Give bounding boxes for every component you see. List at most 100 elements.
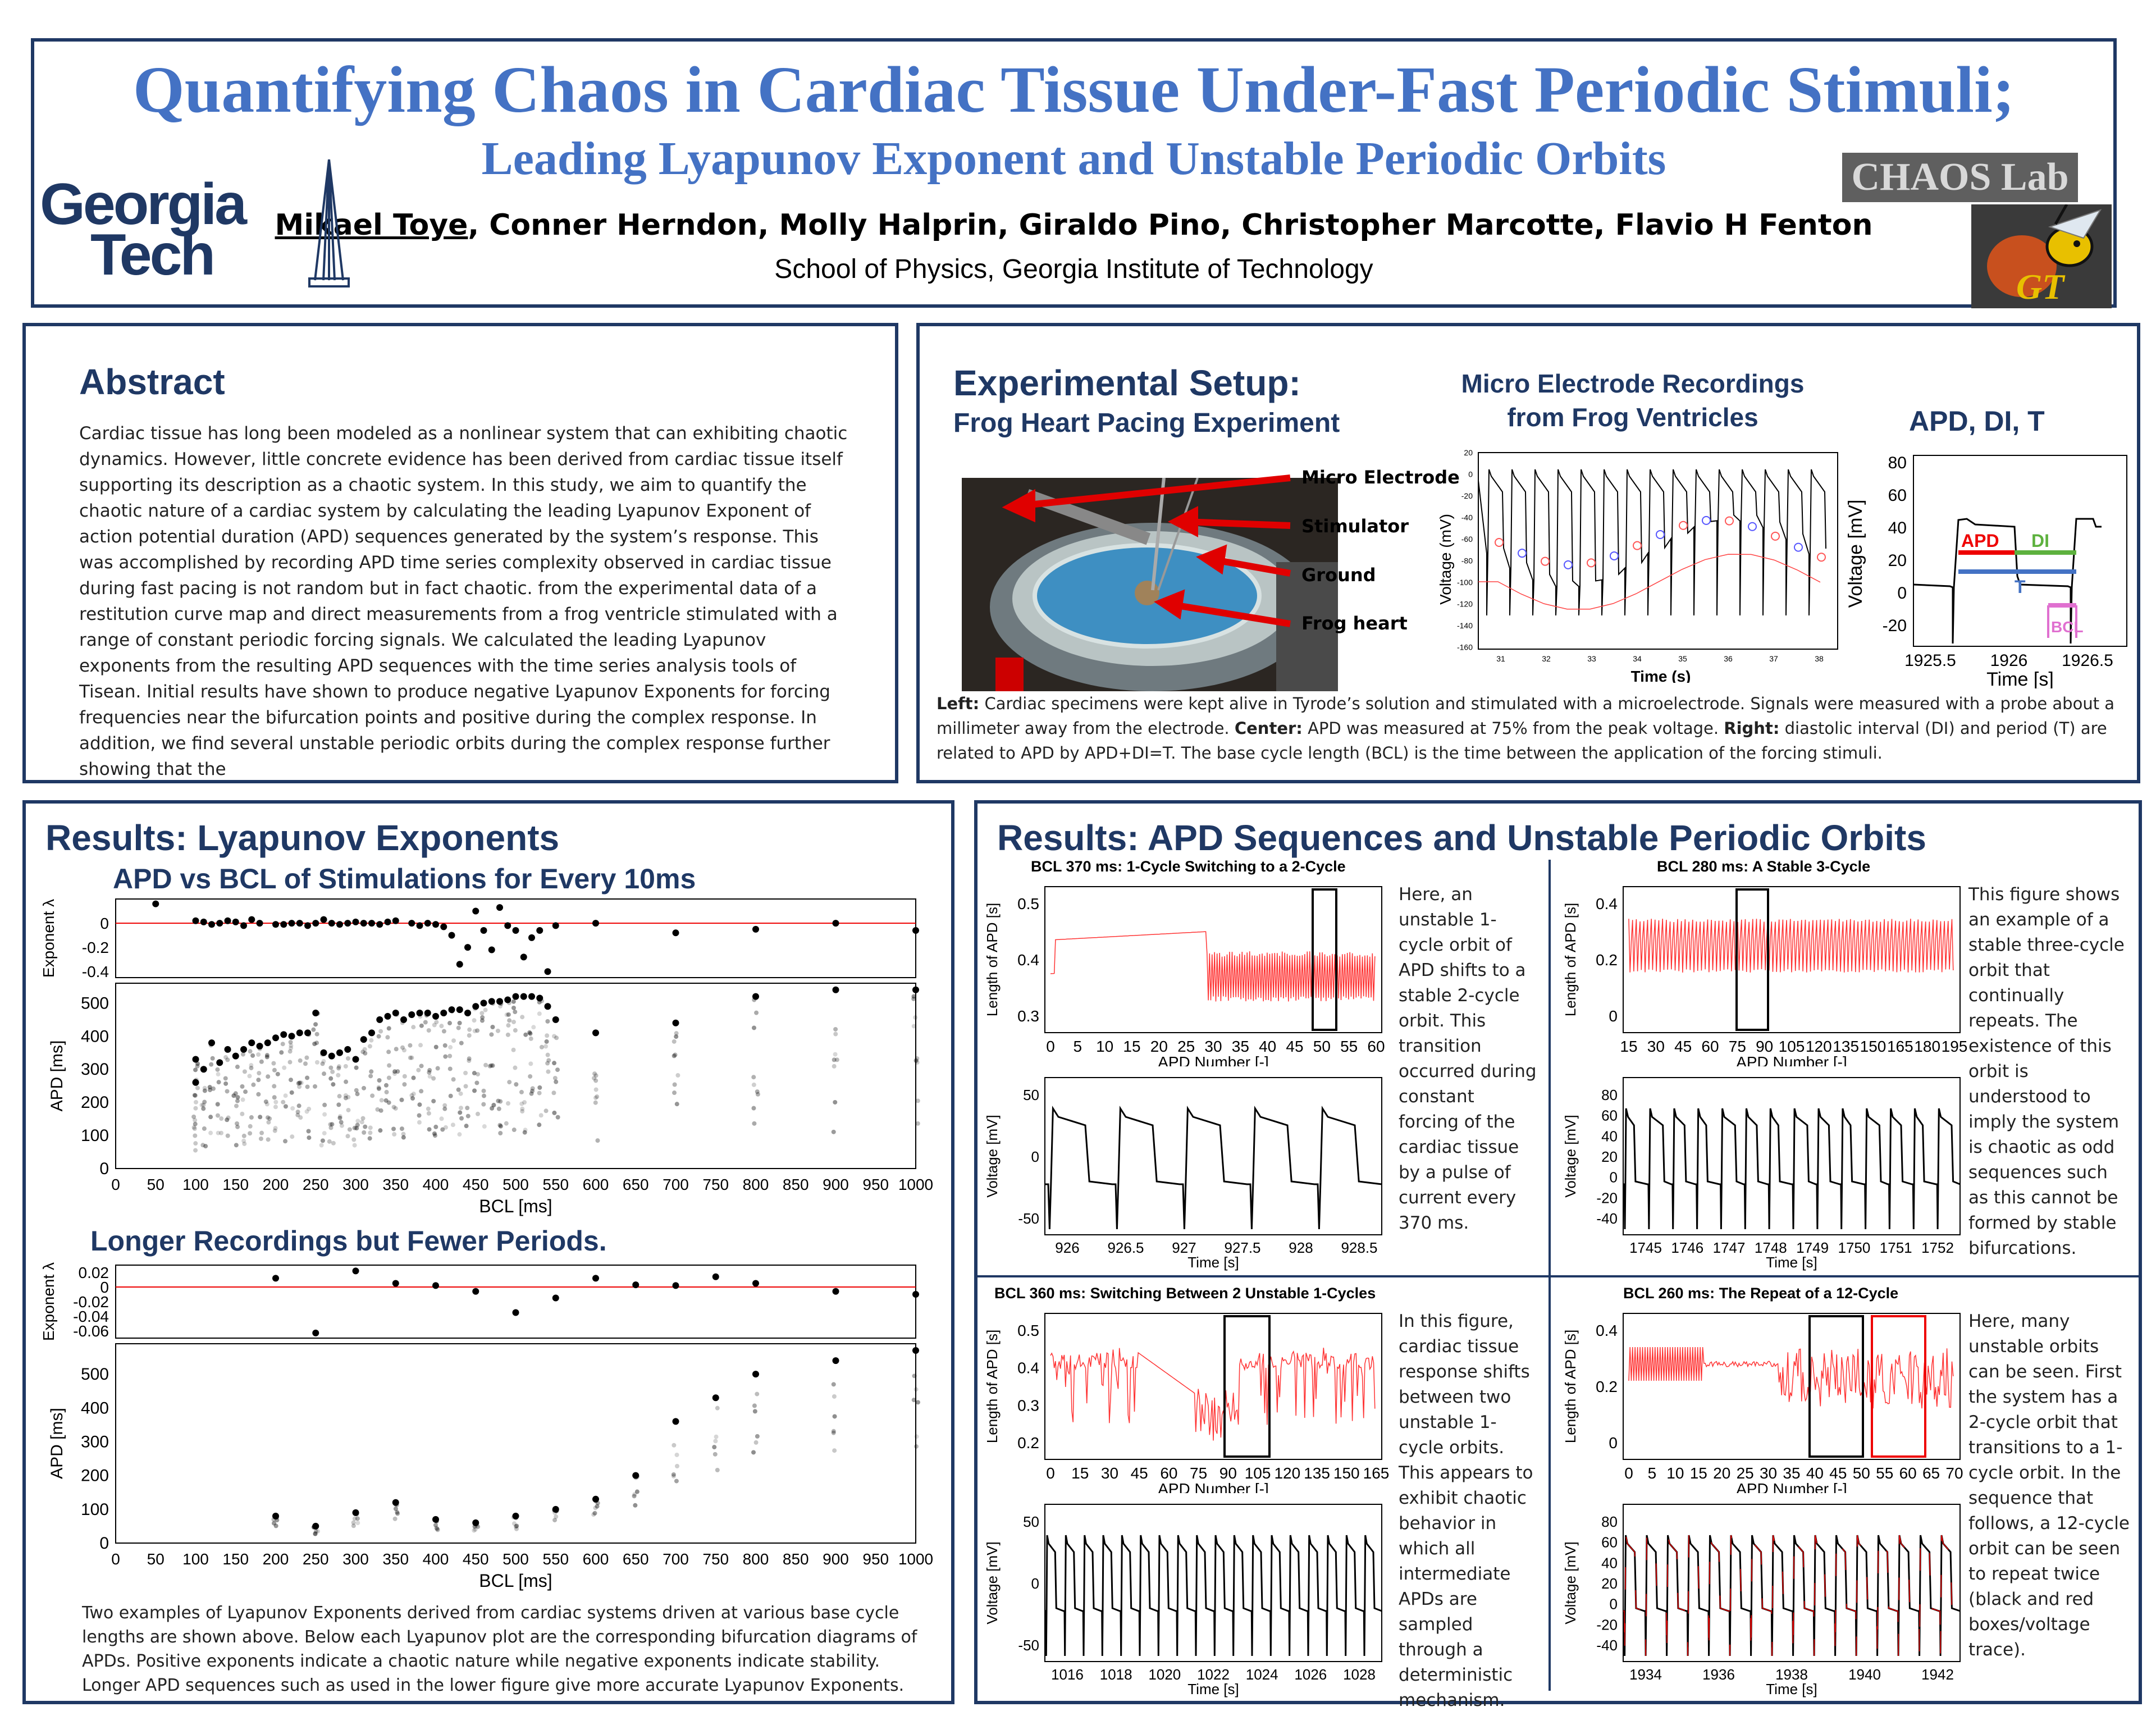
apd-scatter-point	[672, 1082, 677, 1087]
apd-scatter-point	[267, 1116, 272, 1121]
apd-point	[672, 1019, 679, 1026]
apd-di-t-chart: 80 60 40 20 0 -20 1925.5 1926 1926.5 Voltage [m…	[1846, 454, 2127, 688]
apd-scatter-point	[554, 1035, 559, 1041]
voltage-xtick: 926	[1055, 1239, 1079, 1256]
apd-scatter-point	[363, 1124, 368, 1129]
apd-scatter-point	[416, 1067, 421, 1073]
apd-axes-frame	[1623, 1313, 1961, 1460]
apd-axes-frame	[1623, 886, 1961, 1033]
apd-scatter-point	[331, 1140, 336, 1146]
apd-ylabel: Length of APD [s]	[984, 903, 1001, 1016]
exp-point	[912, 1291, 919, 1298]
apd-ytick: 400	[81, 1027, 109, 1046]
bee-icon	[1987, 203, 2102, 297]
abstract-heading: Abstract	[79, 362, 225, 402]
voltage-ylabel: Voltage [mV]	[984, 1541, 1001, 1624]
voltage-ylabel: Voltage [mV]	[1562, 1541, 1579, 1624]
bcl-xtick: 500	[503, 1550, 529, 1568]
apd-scatter-point	[530, 1088, 535, 1093]
apd-scatter-point	[411, 1092, 416, 1097]
apd-scatter-point	[552, 1075, 558, 1080]
apd-scatter-point	[479, 1011, 485, 1016]
apd-xtick: 30	[1760, 1464, 1777, 1482]
apd-scatter-point	[474, 1080, 479, 1085]
apd-scatter-point	[522, 1100, 527, 1105]
apd-scatter-point	[513, 1010, 518, 1015]
apd-point	[480, 1000, 487, 1007]
apd-scatter-point	[755, 1391, 760, 1397]
apd-sequence-line	[1628, 1347, 1954, 1409]
apd-point	[472, 1519, 479, 1526]
apd-scatter-point	[281, 1099, 286, 1105]
voltage-xtick: 928.5	[1341, 1239, 1377, 1256]
apd-scatter-point	[281, 1032, 286, 1037]
tag-t: T	[2015, 577, 2026, 597]
apd-scatter-point	[362, 1085, 367, 1090]
apd-ytick: 0.5	[1017, 895, 1039, 912]
apd-scatter-point	[674, 1031, 679, 1036]
apd-scatter-point	[506, 1001, 511, 1006]
apd-scatter-point	[465, 1114, 471, 1119]
apd-scatter-point	[529, 1091, 534, 1096]
apd-scatter-point	[832, 1414, 837, 1419]
apd-scatter-point	[435, 1527, 440, 1532]
apd-scatter-point	[248, 1124, 253, 1129]
voltage-xtick: 1016	[1051, 1666, 1084, 1683]
exp-point	[488, 946, 495, 953]
apd-scatter-point	[472, 1528, 477, 1533]
apd-scatter-point	[235, 1064, 240, 1069]
apd-scatter-point	[914, 1434, 919, 1439]
apd-scatter-point	[554, 1509, 559, 1514]
exp-point	[416, 922, 423, 929]
apd-scatter-point	[316, 1011, 321, 1016]
caption-right: diastolic interval (DI) and period (T) a…	[937, 719, 2107, 763]
exp-point	[352, 918, 359, 925]
apd-xtick: 0	[1046, 1464, 1055, 1482]
apd-scatter-point	[274, 1515, 279, 1520]
apd-xtick: 20	[1713, 1464, 1730, 1482]
apd-scatter-point	[209, 1062, 214, 1067]
apd-scatter-point	[751, 1106, 756, 1111]
apd-scatter-point	[272, 1514, 277, 1519]
apd-scatter-point	[339, 1120, 344, 1125]
apd-scatter-point	[435, 1066, 440, 1071]
apd-xtick: 105	[1779, 1038, 1805, 1055]
apd-scatter-point	[249, 1063, 254, 1068]
apd-ytick: 300	[81, 1432, 109, 1451]
apd-scatter-point	[752, 1409, 757, 1414]
apd-ytick: 0.3	[1017, 1397, 1039, 1414]
bcl-xtick: 300	[342, 1176, 369, 1193]
apd-scatter-point	[754, 1010, 759, 1015]
apd-scatter-point	[915, 1098, 920, 1103]
apd-scatter-point	[395, 1510, 400, 1515]
apd-scatter-point	[671, 1472, 676, 1477]
apd-scatter-point	[674, 1102, 679, 1107]
apd-scatter-point	[593, 1499, 599, 1504]
apd-xtick: 45	[1674, 1038, 1692, 1055]
apd-ylabel: Length of APD [s]	[1562, 903, 1579, 1016]
apd-scatter-point	[401, 1131, 406, 1137]
apd-scatter-point	[465, 1106, 470, 1111]
apd-scatter-point	[386, 1075, 391, 1080]
setup-heading: Experimental Setup:	[953, 363, 1301, 403]
p1-voltage-chart: 50 0 -50 926 926.5 927 927.5 928 928.5 Voltage [m…	[984, 1077, 1382, 1271]
apd-scatter-point	[467, 1027, 472, 1032]
apd-scatter-point	[401, 1135, 406, 1140]
apd-scatter-point	[328, 1076, 334, 1081]
apd-scatter-point	[280, 1042, 285, 1047]
apd-scatter-point	[499, 1001, 504, 1006]
apd-scatter-point	[264, 1053, 270, 1058]
apd-ytick: 500	[81, 994, 109, 1012]
apd-scatter-point	[305, 1075, 310, 1080]
apd-scatter-point	[913, 1058, 919, 1063]
apd-xtick: 35	[1232, 1038, 1249, 1055]
apd-scatter-point	[531, 1025, 536, 1030]
apd-xtick: 45	[1286, 1038, 1303, 1055]
apd-scatter-point	[234, 1103, 239, 1108]
apd-xtick: 0	[1046, 1038, 1055, 1055]
exp-point	[312, 1329, 319, 1336]
apd-point	[192, 1079, 199, 1086]
apd-scatter-point	[442, 1106, 447, 1111]
apd-scatter-point	[592, 1510, 597, 1516]
apd-scatter-point	[632, 1494, 637, 1499]
